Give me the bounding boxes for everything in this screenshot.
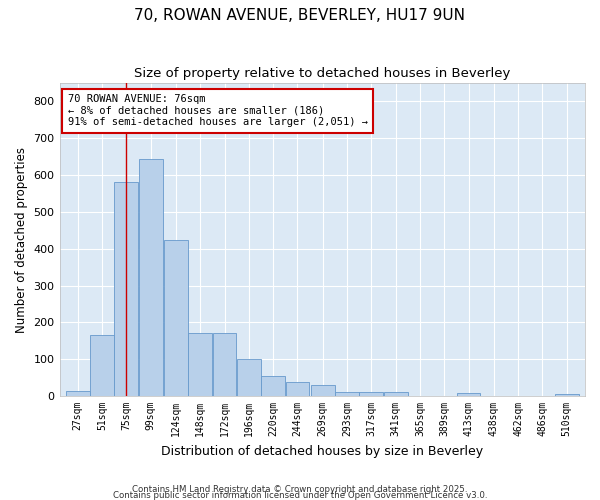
- Text: Contains public sector information licensed under the Open Government Licence v3: Contains public sector information licen…: [113, 490, 487, 500]
- Bar: [555, 394, 578, 396]
- Bar: [188, 334, 212, 396]
- Bar: [66, 390, 89, 396]
- Bar: [286, 382, 310, 396]
- Bar: [115, 182, 138, 396]
- Bar: [90, 336, 114, 396]
- Bar: [139, 158, 163, 396]
- Title: Size of property relative to detached houses in Beverley: Size of property relative to detached ho…: [134, 68, 511, 80]
- Bar: [457, 394, 481, 396]
- Bar: [335, 392, 359, 396]
- Bar: [384, 392, 407, 396]
- Bar: [311, 385, 335, 396]
- Text: Contains HM Land Registry data © Crown copyright and database right 2025.: Contains HM Land Registry data © Crown c…: [132, 485, 468, 494]
- Text: 70, ROWAN AVENUE, BEVERLEY, HU17 9UN: 70, ROWAN AVENUE, BEVERLEY, HU17 9UN: [134, 8, 466, 22]
- Bar: [237, 359, 261, 396]
- Text: 70 ROWAN AVENUE: 76sqm
← 8% of detached houses are smaller (186)
91% of semi-det: 70 ROWAN AVENUE: 76sqm ← 8% of detached …: [68, 94, 368, 128]
- Bar: [164, 240, 188, 396]
- Bar: [261, 376, 285, 396]
- X-axis label: Distribution of detached houses by size in Beverley: Distribution of detached houses by size …: [161, 444, 484, 458]
- Bar: [359, 392, 383, 396]
- Bar: [212, 334, 236, 396]
- Y-axis label: Number of detached properties: Number of detached properties: [15, 146, 28, 332]
